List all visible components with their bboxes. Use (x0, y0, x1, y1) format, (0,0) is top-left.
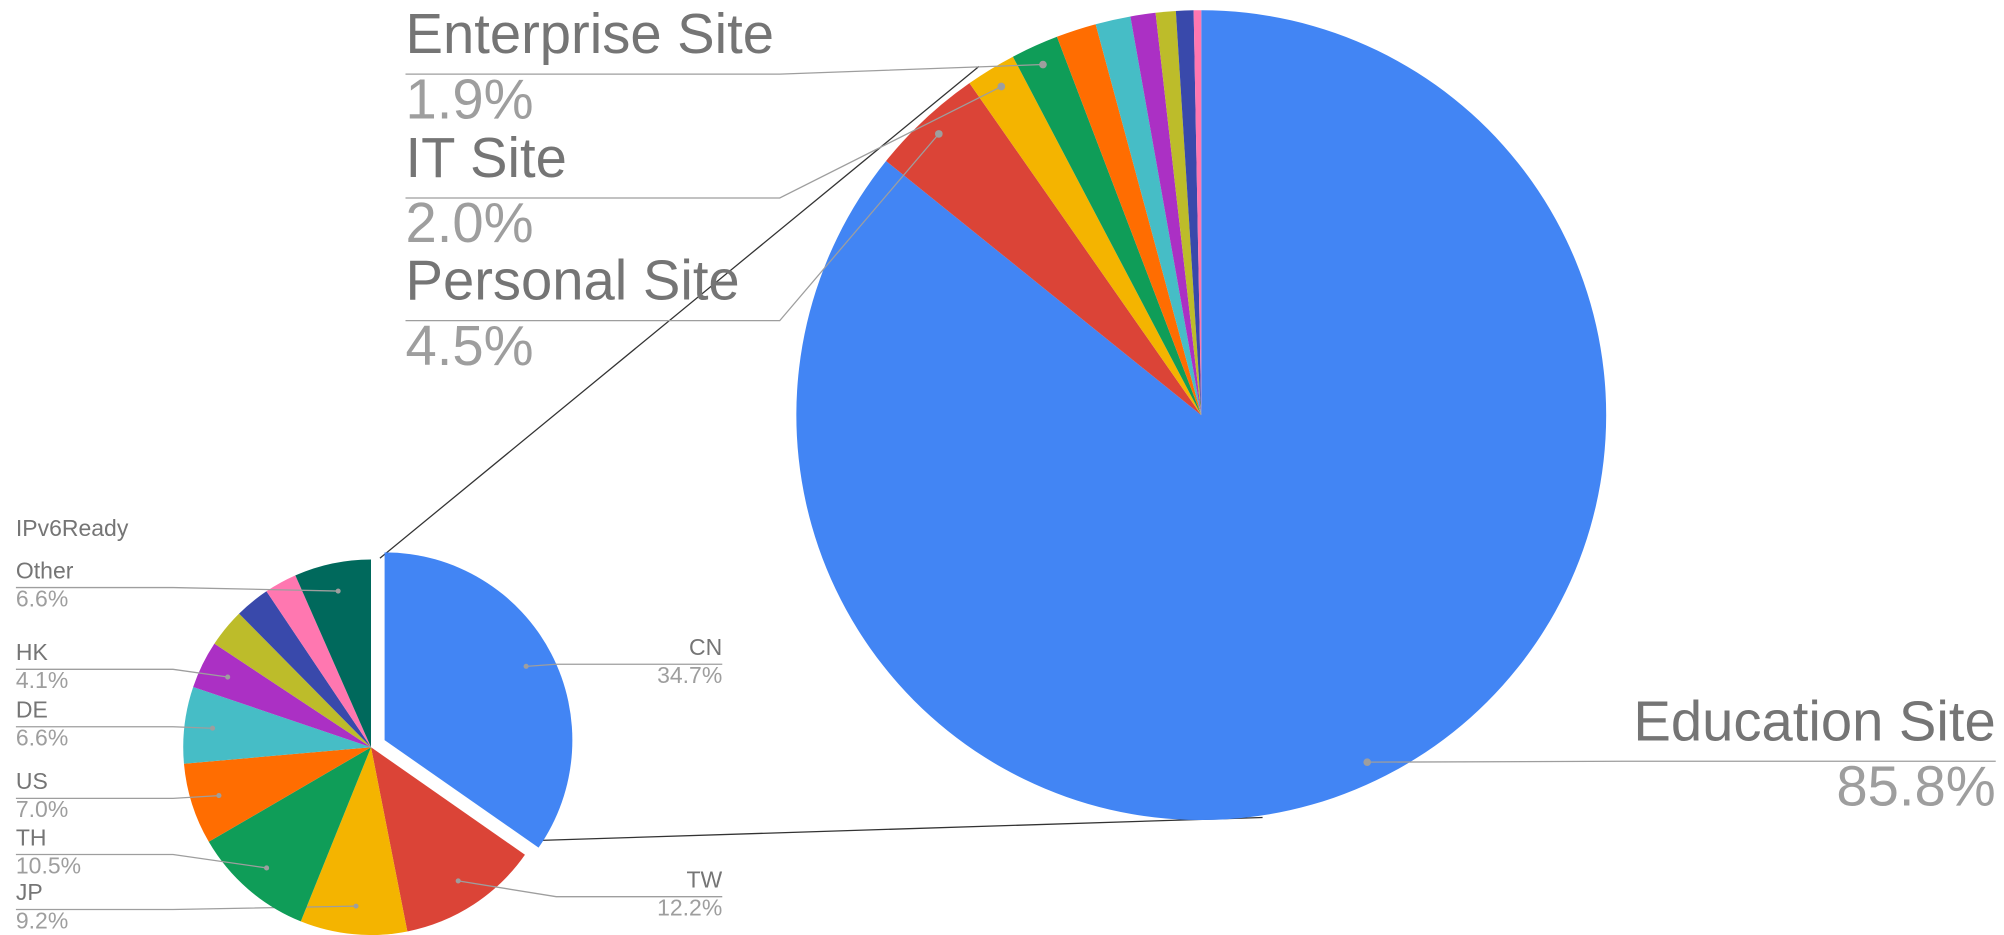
leader-dot (264, 865, 270, 871)
slice-value-label: 6.6% (16, 725, 68, 751)
leader-dot (353, 903, 359, 909)
slice-value-label: 7.0% (16, 796, 68, 822)
pie-slice (1130, 12, 1202, 416)
pie-slice (1056, 24, 1202, 416)
slice-value-label: 2.0% (405, 191, 533, 254)
pie-slice (266, 575, 372, 748)
leader-line (458, 880, 723, 898)
leader-line (405, 63, 1043, 75)
pie-slice (183, 686, 372, 764)
leader-dot (997, 82, 1006, 91)
pie-slice (886, 83, 1202, 416)
pie-slice (214, 613, 372, 748)
leader-line (1367, 760, 1996, 763)
leader-line (15, 853, 267, 869)
pie-slice (1193, 10, 1202, 416)
pie-slice (208, 747, 372, 922)
pie-slice (183, 747, 372, 842)
leader-dot (216, 793, 222, 799)
leader-line (405, 133, 940, 322)
slice-label: TW (687, 866, 723, 892)
connector-line (537, 816, 1263, 842)
slice-value-label: 85.8% (1836, 755, 1995, 818)
pie-slice (1175, 10, 1202, 416)
slice-value-label: 6.6% (16, 585, 68, 611)
pie-slice (193, 643, 372, 748)
leader-line (15, 586, 339, 592)
leader-line (526, 663, 723, 667)
slice-value-label: 4.5% (405, 314, 533, 377)
pie-slice (384, 552, 573, 848)
leader-dot (1363, 758, 1372, 766)
leader-dot (335, 588, 341, 594)
pie-slice (1012, 36, 1202, 416)
pie-slice (300, 747, 408, 935)
leader-dot (225, 674, 231, 680)
slice-label: DE (16, 697, 48, 723)
leader-dot (209, 725, 216, 731)
leader-dot (455, 878, 461, 884)
slice-label: Other (16, 557, 74, 583)
slice-label: HK (16, 639, 49, 665)
slice-label: JP (16, 879, 43, 905)
leader-line (15, 726, 213, 729)
leader-dot (1039, 60, 1047, 69)
slice-value-label: 10.5% (16, 852, 81, 878)
leader-line (15, 794, 219, 799)
slice-label: IT Site (405, 126, 566, 189)
pie-slice (1095, 16, 1202, 416)
leader-line (405, 85, 1002, 199)
slice-value-label: 9.2% (16, 907, 68, 933)
pie-slice (295, 559, 372, 748)
slice-value-label: 34.7% (657, 662, 722, 688)
slice-label: CN (689, 634, 722, 660)
leader-dot (934, 130, 943, 138)
pie-slice (239, 591, 372, 748)
slice-label: US (16, 768, 48, 794)
slice-value-label: 4.1% (16, 667, 68, 693)
slice-label: TH (16, 824, 47, 850)
slice-value-label: 12.2% (657, 895, 722, 921)
slice-label: Education Site (1633, 689, 1995, 752)
slice-value-label: 1.9% (405, 67, 533, 130)
chart-title: IPv6Ready (16, 515, 129, 541)
leader-line (15, 668, 228, 678)
slice-label: Personal Site (405, 249, 739, 312)
pie-slice (969, 56, 1202, 416)
pie-slice (1155, 11, 1202, 416)
leader-dot (523, 663, 529, 669)
slice-label: Enterprise Site (405, 2, 774, 65)
